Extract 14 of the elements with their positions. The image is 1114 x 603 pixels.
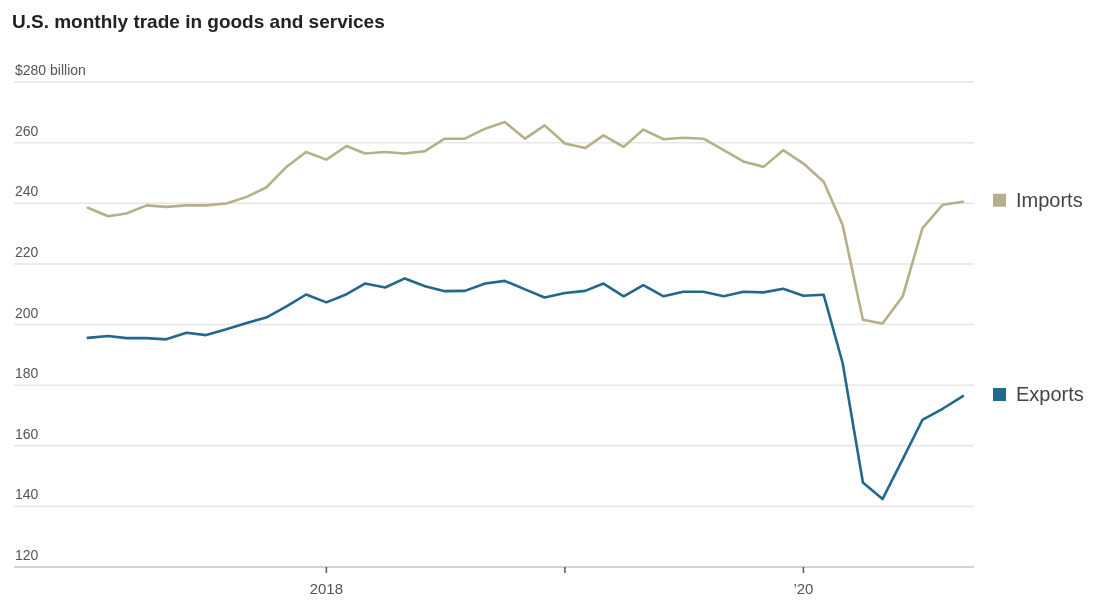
y-tick-label: 220	[15, 243, 39, 260]
chart-title: U.S. monthly trade in goods and services	[12, 11, 385, 32]
legend-label: Exports	[1016, 383, 1084, 406]
y-tick-label: $280 billion	[15, 62, 86, 78]
y-tick-label: 240	[15, 183, 39, 200]
y-tick-label: 160	[15, 425, 39, 442]
y-tick-label: 260	[15, 122, 39, 139]
y-tick-label: 200	[15, 304, 39, 321]
x-tick-label: 2018	[309, 580, 344, 597]
y-tick-label: 180	[15, 365, 39, 382]
y-tick-label: 140	[15, 486, 39, 503]
y-tick-label: 120	[15, 547, 39, 563]
legend-label: Imports	[1016, 188, 1083, 211]
x-tick-label: ’20	[793, 580, 814, 597]
